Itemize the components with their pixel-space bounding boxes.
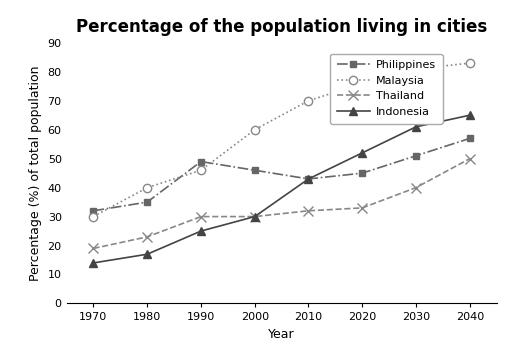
Malaysia xyxy=(359,81,365,86)
Indonesia xyxy=(251,215,258,219)
Indonesia xyxy=(198,229,204,233)
Indonesia xyxy=(144,252,151,256)
Line: Indonesia: Indonesia xyxy=(89,111,474,267)
Philippines xyxy=(413,154,419,158)
Line: Malaysia: Malaysia xyxy=(89,59,474,221)
X-axis label: Year: Year xyxy=(268,328,295,341)
Philippines xyxy=(359,171,365,175)
Philippines xyxy=(251,168,258,172)
Malaysia xyxy=(91,215,97,219)
Philippines xyxy=(305,177,311,181)
Thailand xyxy=(251,215,258,219)
Indonesia xyxy=(467,113,473,117)
Y-axis label: Percentage (%) of total population: Percentage (%) of total population xyxy=(29,65,42,281)
Philippines xyxy=(144,200,151,204)
Thailand xyxy=(305,208,311,213)
Philippines xyxy=(198,160,204,164)
Indonesia xyxy=(359,151,365,155)
Malaysia xyxy=(144,186,151,190)
Philippines xyxy=(91,208,97,213)
Malaysia xyxy=(467,61,473,65)
Thailand xyxy=(198,215,204,219)
Line: Philippines: Philippines xyxy=(90,135,473,214)
Malaysia xyxy=(413,67,419,71)
Title: Percentage of the population living in cities: Percentage of the population living in c… xyxy=(76,18,487,36)
Thailand xyxy=(91,246,97,251)
Thailand xyxy=(144,235,151,239)
Indonesia xyxy=(413,125,419,129)
Legend: Philippines, Malaysia, Thailand, Indonesia: Philippines, Malaysia, Thailand, Indones… xyxy=(330,54,442,124)
Malaysia xyxy=(198,168,204,172)
Indonesia xyxy=(305,177,311,181)
Malaysia xyxy=(251,127,258,132)
Thailand xyxy=(413,186,419,190)
Philippines xyxy=(467,136,473,141)
Thailand xyxy=(359,206,365,210)
Malaysia xyxy=(305,99,311,103)
Indonesia xyxy=(91,261,97,265)
Thailand xyxy=(467,156,473,161)
Line: Thailand: Thailand xyxy=(89,154,475,253)
